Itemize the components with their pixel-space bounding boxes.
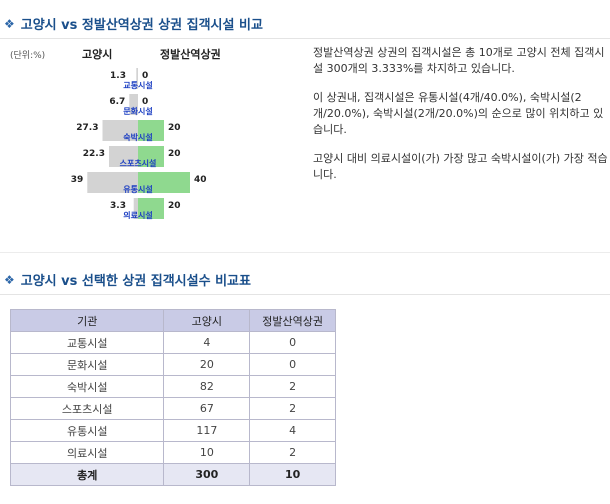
table-cell: 117: [163, 419, 251, 442]
left-value-label: 3.3: [110, 201, 126, 211]
section-title-table: ❖ 고양시 vs 선택한 상권 집객시설수 비교표: [4, 270, 251, 290]
table-row: 문화시설 20 0: [9, 353, 336, 376]
table-cell: 10: [249, 463, 336, 486]
section-title-text: 고양시 vs 정발산역상권 상권 집객시설 비교: [20, 18, 263, 33]
unit-label: (단위:%): [10, 51, 46, 61]
divider: [0, 38, 610, 39]
summary-description: 정발산역상권 상권의 집객시설은 총 10개로 고양시 전체 집객시설 300개…: [313, 45, 610, 196]
right-value-label: 20: [168, 123, 181, 133]
category-label: 교통시설: [123, 80, 152, 90]
table-cell: 4: [249, 419, 336, 442]
diamond-bullet-icon: ❖: [4, 272, 15, 287]
right-bar: [138, 120, 164, 141]
left-value-label: 1.3: [110, 71, 126, 81]
table-cell: 20: [163, 353, 251, 376]
column-header: 고양시: [163, 309, 251, 332]
table-cell: 유통시설: [9, 419, 165, 442]
table-cell: 0: [249, 331, 336, 354]
right-bar: [138, 172, 190, 193]
table-cell: 4: [163, 331, 251, 354]
table-cell: 67: [163, 397, 251, 420]
comparison-table: 기관 고양시 정발산역상권 교통시설 4 0 문화시설 20 0 숙박시설 82…: [9, 309, 336, 486]
category-label: 유통시설: [123, 184, 152, 194]
table-cell: 의료시설: [9, 441, 165, 464]
summary-paragraph: 이 상권내, 집객시설은 유통시설(4개/40.0%), 숙박시설(2개/20.…: [313, 91, 604, 136]
left-bar: [133, 198, 138, 219]
chart-left-header: 고양시: [82, 48, 113, 61]
left-bar: [129, 94, 138, 115]
table-cell: 2: [249, 397, 336, 420]
column-header: 정발산역상권: [249, 309, 336, 332]
category-label: 숙박시설: [123, 132, 152, 142]
table-cell: 300: [163, 463, 251, 486]
summary-paragraph: 고양시 대비 의료시설이(가) 가장 많고 숙박시설이(가) 가장 적습니다.: [313, 152, 608, 181]
table-cell: 총계: [9, 463, 165, 486]
right-value-label: 0: [142, 97, 148, 107]
table-cell: 숙박시설: [9, 375, 165, 398]
divider: [0, 252, 610, 253]
summary-paragraph: 정발산역상권 상권의 집객시설은 총 10개로 고양시 전체 집객시설 300개…: [313, 46, 605, 75]
table-header-row: 기관 고양시 정발산역상권: [9, 309, 336, 332]
category-label: 의료시설: [123, 210, 152, 220]
section-title-text: 고양시 vs 선택한 상권 집객시설수 비교표: [20, 274, 251, 289]
left-bar: [136, 68, 138, 89]
comparison-table-wrapper: 기관 고양시 정발산역상권 교통시설 4 0 문화시설 20 0 숙박시설 82…: [9, 309, 336, 486]
right-bar: [138, 198, 164, 219]
table-cell: 2: [249, 441, 336, 464]
right-value-label: 20: [168, 201, 181, 211]
section-title-comparison: ❖ 고양시 vs 정발산역상권 상권 집객시설 비교: [4, 14, 263, 34]
table-cell: 교통시설: [9, 331, 165, 354]
left-value-label: 6.7: [109, 97, 125, 107]
left-bar: [102, 120, 138, 141]
table-cell: 스포츠시설: [9, 397, 165, 420]
left-bar: [109, 146, 138, 167]
table-cell: 문화시설: [9, 353, 165, 376]
table-row: 의료시설 10 2: [9, 441, 336, 464]
table-total-row: 총계 300 10: [9, 463, 336, 486]
right-value-label: 20: [168, 149, 181, 159]
left-value-label: 39: [71, 175, 84, 185]
table-row: 스포츠시설 67 2: [9, 397, 336, 420]
chart-right-header: 정발산역상권: [160, 48, 221, 61]
left-value-label: 27.3: [76, 123, 98, 133]
left-bar: [87, 172, 138, 193]
category-label: 문화시설: [123, 106, 152, 116]
table-row: 교통시설 4 0: [9, 331, 336, 354]
right-value-label: 40: [194, 175, 207, 185]
diamond-bullet-icon: ❖: [4, 16, 15, 31]
column-header: 기관: [9, 309, 165, 332]
left-value-label: 22.3: [83, 149, 105, 159]
table-row: 유통시설 117 4: [9, 419, 336, 442]
right-value-label: 0: [142, 71, 148, 81]
right-bar: [138, 146, 164, 167]
table-row: 숙박시설 82 2: [9, 375, 336, 398]
table-cell: 82: [163, 375, 251, 398]
divider: [0, 294, 610, 295]
category-label: 스포츠시설: [120, 158, 157, 168]
table-cell: 10: [163, 441, 251, 464]
table-cell: 2: [249, 375, 336, 398]
table-cell: 0: [249, 353, 336, 376]
